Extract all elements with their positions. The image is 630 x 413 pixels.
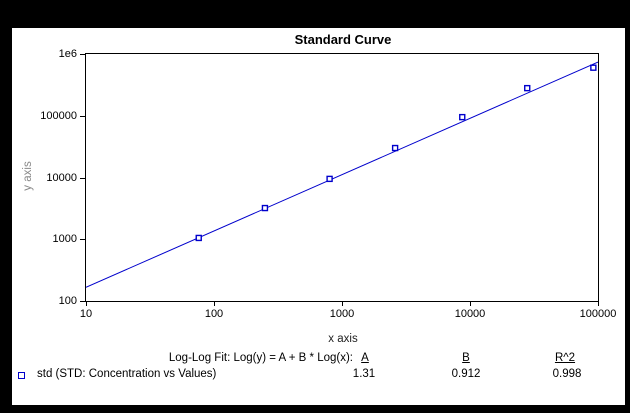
y-tick-label: 1e6 — [58, 48, 77, 60]
x-axis-label: x axis — [328, 333, 358, 345]
data-point-marker — [195, 234, 202, 242]
y-tick-mark — [80, 54, 85, 55]
plot-area — [85, 53, 599, 302]
fit-value-b: 0.912 — [451, 368, 481, 380]
data-point-marker — [391, 144, 399, 152]
series-marker-swatch — [18, 372, 25, 379]
y-tick-label: 100000 — [40, 109, 77, 122]
y-tick-mark — [80, 301, 85, 302]
fit-col-header-a: A — [361, 352, 369, 364]
x-tick-mark — [342, 302, 343, 306]
fit-equation-caption: Log-Log Fit: Log(y) = A + B * Log(x): — [168, 352, 353, 364]
fit-line — [86, 61, 598, 288]
y-axis-label: y axis — [22, 161, 34, 191]
y-tick-label: 10000 — [46, 171, 77, 184]
data-point-marker — [261, 204, 269, 212]
x-tick-label: 100 — [204, 308, 224, 320]
data-point-marker — [524, 84, 531, 92]
series-legend-label: std (STD: Concentration vs Values) — [37, 368, 217, 380]
fit-value-a: 1.31 — [352, 368, 376, 380]
fit-col-header-r2: R^2 — [554, 352, 576, 364]
fit-value-r2: 0.998 — [552, 368, 582, 380]
x-tick-mark — [214, 302, 215, 306]
chart-panel: Standard Curve 100 1000 10000 100000 1e6 10 10… — [12, 28, 625, 405]
y-tick-label: 1000 — [52, 233, 77, 246]
x-tick-label: 1000 — [329, 308, 355, 320]
x-tick-label: 100000 — [579, 308, 617, 320]
x-tick-mark — [86, 302, 87, 306]
y-tick-mark — [80, 177, 85, 179]
data-point-marker — [590, 64, 597, 71]
y-tick-mark — [80, 239, 85, 241]
y-tick-mark — [80, 115, 85, 117]
fit-col-header-b: B — [462, 352, 470, 364]
data-point-marker — [326, 175, 333, 183]
x-tick-label: 10 — [79, 308, 93, 320]
data-point-marker — [459, 113, 466, 121]
scatter-plot-svg — [86, 61, 598, 288]
chart-title: Standard Curve — [294, 32, 392, 47]
x-tick-mark — [598, 302, 599, 306]
x-tick-mark — [470, 302, 471, 306]
y-tick-label: 100 — [58, 295, 77, 307]
x-tick-label: 10000 — [454, 308, 486, 320]
